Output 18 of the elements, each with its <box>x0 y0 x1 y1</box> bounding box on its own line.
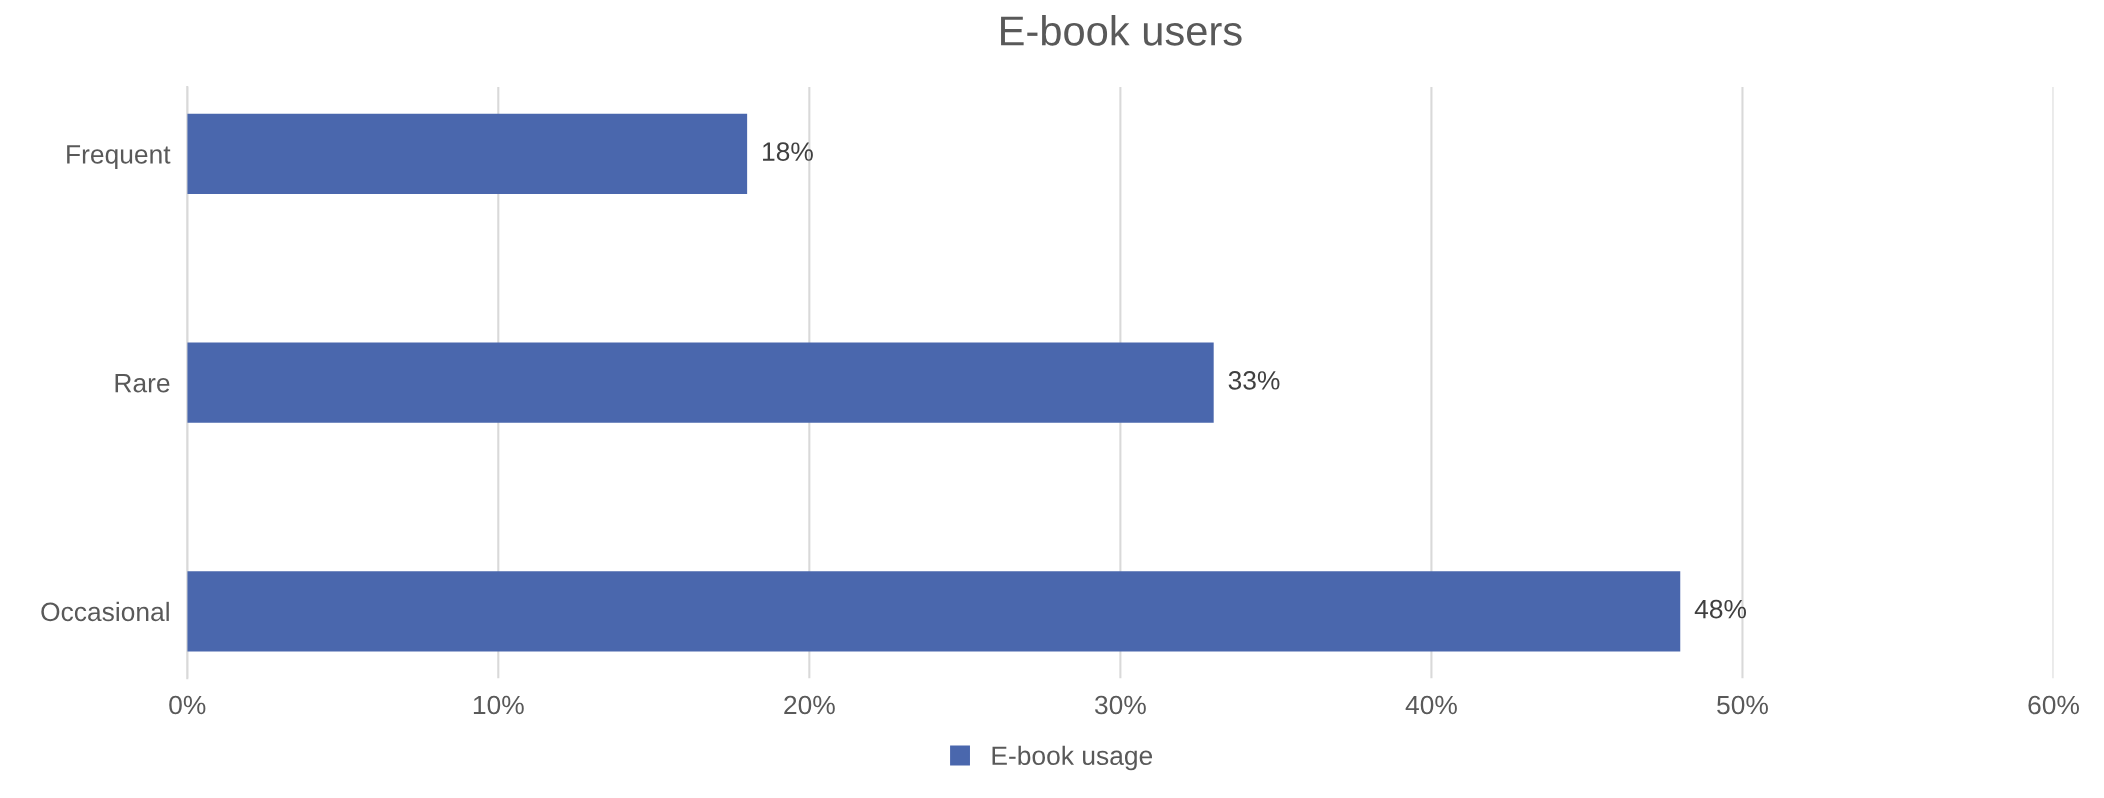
x-tick-label: 10% <box>473 695 524 715</box>
x-tick-label: 50% <box>1717 695 1768 715</box>
data-label: 33% <box>1228 371 1280 390</box>
data-label: 48% <box>1694 599 1747 619</box>
x-tick-label: 20% <box>784 695 835 715</box>
bar <box>187 342 1214 423</box>
y-tick-label: Frequent <box>67 145 171 169</box>
legend-label: E-book usage <box>992 745 1153 771</box>
x-tick-label: 30% <box>1094 695 1146 715</box>
y-tick-label: Occasional <box>41 601 169 622</box>
data-label: 18% <box>763 142 813 161</box>
bar <box>187 571 1681 652</box>
chart-title: E-book users <box>1001 15 1242 46</box>
x-tick-label: 60% <box>2028 695 2079 715</box>
x-tick-label: 40% <box>1405 695 1457 715</box>
y-tick-label: Rare <box>115 374 170 393</box>
bar <box>187 113 748 194</box>
x-tick-label: 0% <box>169 695 206 715</box>
